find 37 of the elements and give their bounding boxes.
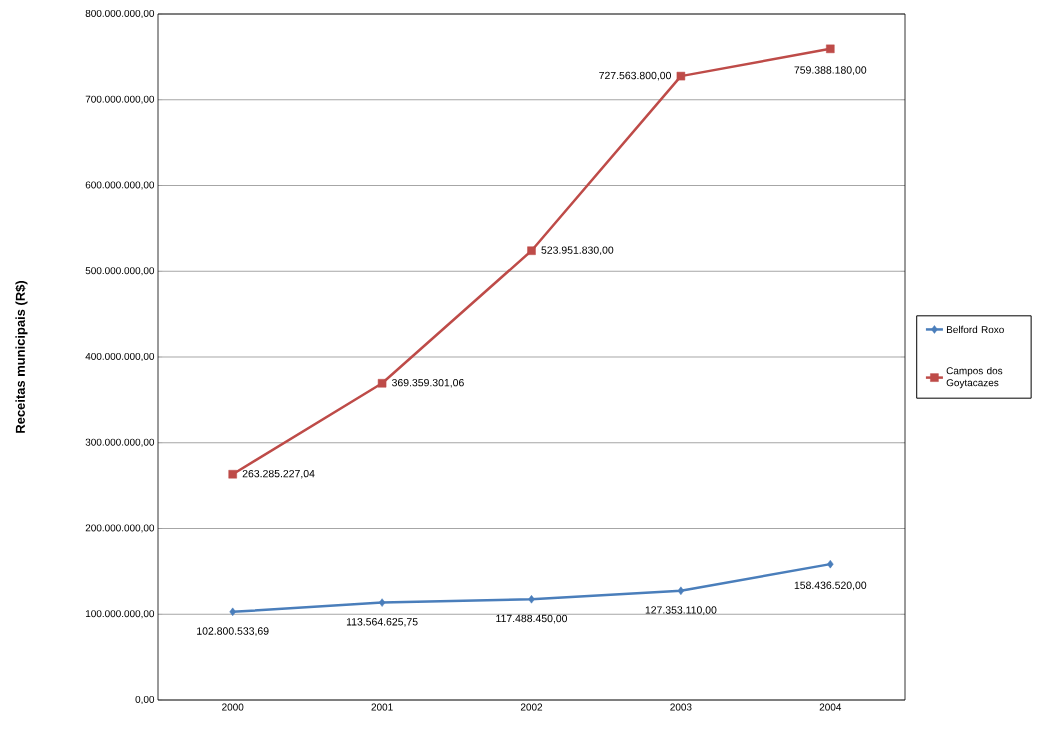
y-tick-label: 100.000.000,00 bbox=[85, 610, 155, 619]
data-label: 727.563.800,00 bbox=[599, 71, 671, 81]
x-tick-label: 2000 bbox=[222, 703, 244, 711]
data-label: 117.488.450,00 bbox=[496, 614, 568, 624]
point bbox=[826, 44, 835, 54]
data-label: 102.800.533,69 bbox=[197, 627, 269, 636]
point bbox=[228, 470, 237, 479]
point bbox=[378, 598, 386, 607]
x-tick-label: 2003 bbox=[670, 703, 692, 711]
data-label: 523.951.830,00 bbox=[541, 246, 614, 256]
point bbox=[676, 71, 686, 81]
y-tick-label: 800.000.000,00 bbox=[85, 9, 155, 19]
point bbox=[527, 246, 536, 255]
point bbox=[229, 607, 236, 617]
y-tick-label: 200.000.000,00 bbox=[85, 524, 155, 533]
legend-label: Campos dos Goytacazes bbox=[946, 366, 1003, 389]
y-tick-label: 600.000.000,00 bbox=[85, 181, 155, 190]
x-tick-label: 2004 bbox=[819, 703, 842, 711]
y-axis-title: Receitas municipais (R$) bbox=[15, 281, 28, 433]
data-label: 263.285.227,04 bbox=[242, 469, 315, 479]
y-tick-label: 500.000.000,00 bbox=[85, 267, 155, 276]
point bbox=[377, 379, 387, 388]
y-tick-label: 400.000.000,00 bbox=[85, 352, 155, 362]
data-label: 369.359.301,06 bbox=[391, 378, 464, 388]
y-tick-label: 0,00 bbox=[135, 695, 155, 705]
y-tick-label: 700.000.000,00 bbox=[85, 95, 155, 104]
data-label: 127.353.110,00 bbox=[645, 606, 717, 615]
data-label: 113.564.625,75 bbox=[346, 618, 418, 627]
data-label: 759.388.180,00 bbox=[794, 66, 867, 75]
legend-label: Belford Roxo bbox=[946, 325, 1004, 334]
point bbox=[827, 559, 834, 569]
data-label: 158.436.520,00 bbox=[794, 581, 867, 591]
x-tick-label: 2001 bbox=[371, 703, 393, 711]
x-tick-label: 2002 bbox=[520, 703, 543, 711]
y-tick-label: 300.000.000,00 bbox=[85, 438, 155, 447]
point bbox=[677, 586, 685, 596]
point bbox=[528, 595, 535, 604]
